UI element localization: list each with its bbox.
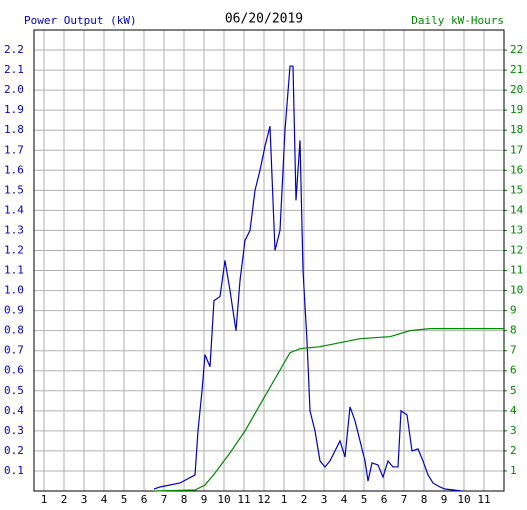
x-tick-label: 1 bbox=[41, 493, 48, 506]
y-tick-label: 1.3 bbox=[4, 223, 24, 236]
y-tick-label: 0.6 bbox=[4, 364, 24, 377]
series-line bbox=[153, 328, 504, 492]
y-tick-label: 1.0 bbox=[4, 284, 24, 297]
x-tick-label: 6 bbox=[141, 493, 148, 506]
plot-border bbox=[33, 29, 505, 492]
x-tick-label: 11 bbox=[477, 493, 490, 506]
y2-tick-label: 15 bbox=[510, 183, 523, 196]
y2-tick-label: 9 bbox=[510, 304, 517, 317]
x-tick-label: 8 bbox=[181, 493, 188, 506]
y2-tick-label: 19 bbox=[510, 103, 523, 116]
x-tick-label: 1 bbox=[281, 493, 288, 506]
x-tick-label: 9 bbox=[201, 493, 208, 506]
y2-tick-label: 3 bbox=[510, 424, 517, 437]
x-tick-label: 7 bbox=[161, 493, 168, 506]
y2-tick-label: 7 bbox=[510, 344, 517, 357]
y-tick-label: 2.0 bbox=[4, 83, 24, 96]
y-tick-label: 1.7 bbox=[4, 143, 24, 156]
y2-tick-label: 11 bbox=[510, 264, 523, 277]
x-tick-label: 9 bbox=[441, 493, 448, 506]
x-tick-label: 6 bbox=[381, 493, 388, 506]
y-tick-label: 2.2 bbox=[4, 43, 24, 56]
y-tick-label: 1.4 bbox=[4, 203, 24, 216]
y2-tick-label: 17 bbox=[510, 143, 523, 156]
x-tick-label: 3 bbox=[81, 493, 88, 506]
y2-tick-label: 20 bbox=[510, 83, 523, 96]
x-tick-label: 10 bbox=[217, 493, 230, 506]
y-tick-label: 0.2 bbox=[4, 444, 24, 457]
y-tick-label: 0.8 bbox=[4, 324, 24, 337]
y-tick-label: 0.5 bbox=[4, 384, 24, 397]
y2-tick-label: 8 bbox=[510, 324, 517, 337]
x-tick-label: 8 bbox=[421, 493, 428, 506]
x-tick-label: 7 bbox=[401, 493, 408, 506]
y-tick-label: 1.5 bbox=[4, 183, 24, 196]
y-tick-label: 0.3 bbox=[4, 424, 24, 437]
y2-tick-label: 21 bbox=[510, 63, 523, 76]
x-tick-label: 5 bbox=[121, 493, 128, 506]
x-tick-label: 2 bbox=[301, 493, 308, 506]
y2-tick-label: 18 bbox=[510, 123, 523, 136]
y-tick-label: 1.9 bbox=[4, 103, 24, 116]
y-tick-label: 0.7 bbox=[4, 344, 24, 357]
y-tick-label: 1.8 bbox=[4, 123, 24, 136]
y2-tick-label: 10 bbox=[510, 284, 523, 297]
y-tick-label: 1.2 bbox=[4, 243, 24, 256]
y-tick-label: 0.9 bbox=[4, 304, 24, 317]
y-tick-label: 1.1 bbox=[4, 264, 24, 277]
y2-tick-label: 14 bbox=[510, 203, 524, 216]
y2-tick-label: 4 bbox=[510, 404, 517, 417]
x-tick-label: 3 bbox=[321, 493, 328, 506]
y-tick-label: 2.1 bbox=[4, 63, 24, 76]
y2-tick-label: 2 bbox=[510, 444, 517, 457]
y2-tick-label: 16 bbox=[510, 163, 523, 176]
x-tick-label: 2 bbox=[61, 493, 68, 506]
x-tick-label: 5 bbox=[361, 493, 368, 506]
y-tick-label: 0.4 bbox=[4, 404, 24, 417]
y-tick-label: 0.1 bbox=[4, 464, 24, 477]
series-line bbox=[153, 65, 463, 492]
y2-tick-label: 22 bbox=[510, 43, 523, 56]
y2-tick-label: 12 bbox=[510, 243, 523, 256]
y2-tick-label: 6 bbox=[510, 364, 517, 377]
x-tick-label: 4 bbox=[101, 493, 108, 506]
y2-tick-label: 13 bbox=[510, 223, 523, 236]
x-tick-label: 11 bbox=[237, 493, 250, 506]
x-tick-label: 4 bbox=[341, 493, 348, 506]
y2-axis-title: Daily kW-Hours bbox=[411, 14, 504, 27]
x-tick-label: 10 bbox=[457, 493, 470, 506]
chart-title: 06/20/2019 bbox=[225, 12, 303, 27]
y2-tick-label: 5 bbox=[510, 384, 517, 397]
x-tick-label: 12 bbox=[257, 493, 270, 506]
y2-tick-label: 1 bbox=[510, 464, 517, 477]
y-axis-title: Power Output (kW) bbox=[24, 14, 137, 27]
y-tick-label: 1.6 bbox=[4, 163, 24, 176]
